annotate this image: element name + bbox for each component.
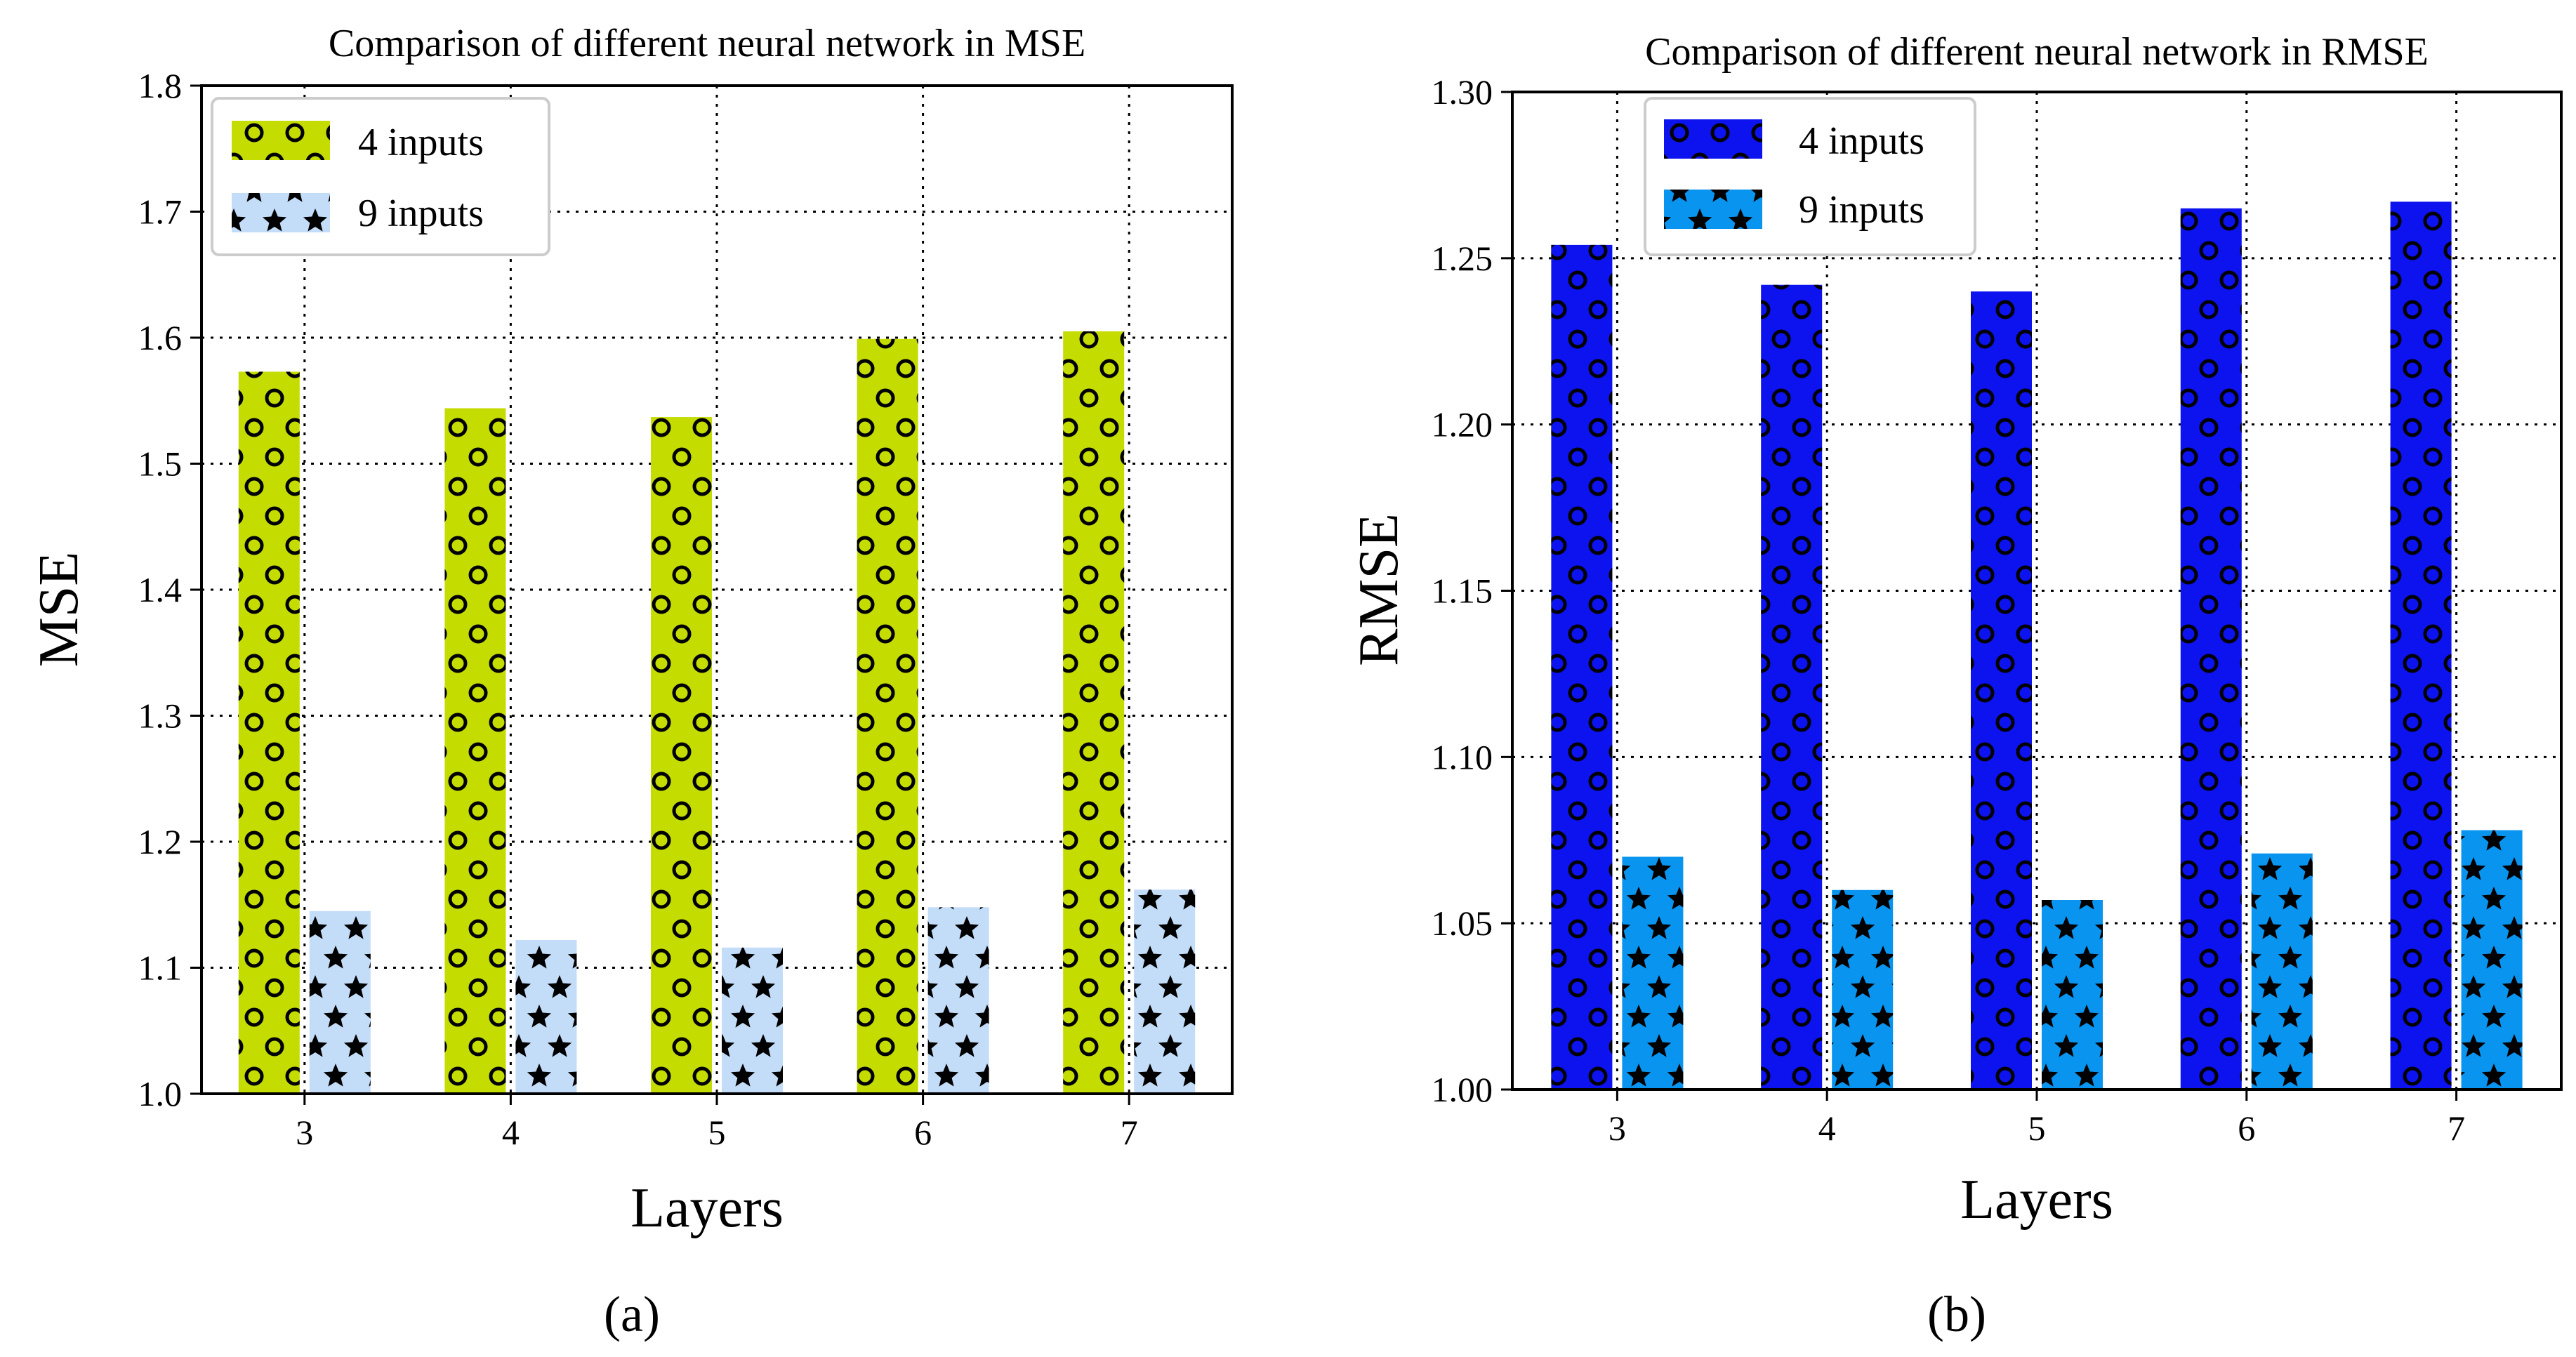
bar-4-inputs-layer-4-hatch: [444, 408, 506, 1094]
y-tick-label: 1.05: [1432, 903, 1493, 943]
subfigure-label-b: (b): [1927, 1286, 1986, 1342]
bar-4-inputs-layer-5-hatch: [651, 417, 712, 1094]
bar-9-inputs-layer-7-hatch: [2461, 830, 2523, 1090]
y-tick-label: 1.5: [138, 444, 183, 484]
x-tick-label: 6: [2238, 1108, 2255, 1148]
x-axis-label-rmse: Layers: [1960, 1169, 2113, 1231]
y-tick-label: 1.30: [1432, 72, 1493, 112]
y-tick-label: 1.1: [138, 948, 183, 988]
x-tick-label: 4: [502, 1113, 520, 1152]
bar-9-inputs-layer-5-hatch: [722, 947, 783, 1094]
y-tick-label: 1.0: [138, 1074, 183, 1113]
legend-rmse: 4 inputs 9 inputs: [1644, 97, 1976, 256]
y-tick-label: 1.6: [138, 318, 183, 357]
chart-rmse: 1.00 1.05 1.10 1.15 1.20 1.25 1.30 3 4 5 6 7 Compar…: [1348, 30, 2563, 1342]
y-tick-label: 1.7: [138, 192, 183, 232]
y-tick-label: 1.2: [138, 822, 183, 861]
bar-9-inputs-layer-4-hatch: [1832, 889, 1894, 1090]
bar-4-inputs-layer-6-hatch: [857, 338, 918, 1094]
x-axis-label-mse: Layers: [630, 1177, 784, 1239]
y-tick-label: 1.25: [1432, 239, 1493, 278]
y-axis-label-mse: MSE: [28, 552, 90, 668]
bar-4-inputs-layer-3-hatch: [1551, 244, 1613, 1090]
bar-9-inputs-layer-6-hatch: [927, 907, 989, 1094]
legend-label-9-inputs: 9 inputs: [1799, 188, 1924, 232]
bar-9-inputs-layer-5-hatch: [2042, 900, 2103, 1090]
x-tick-label: 7: [2448, 1108, 2465, 1148]
bar-4-inputs-layer-7-hatch: [1063, 331, 1125, 1094]
x-tick-label: 3: [1609, 1108, 1626, 1148]
chart-title-rmse: Comparison of different neural network i…: [1645, 30, 2429, 74]
bar-4-inputs-layer-3-hatch: [238, 371, 300, 1094]
x-tick-label: 5: [708, 1113, 726, 1152]
y-tick-label: 1.4: [138, 570, 183, 609]
bar-4-inputs-layer-7-hatch: [2390, 201, 2452, 1090]
plot-area-mse: 1.0 1.1 1.2 1.3 1.4 1.5 1.6 1.7 1.8 3 4 5 6 7: [138, 66, 1234, 1152]
x-tick-label: 5: [2028, 1108, 2046, 1148]
chart-mse: 1.0 1.1 1.2 1.3 1.4 1.5 1.6 1.7 1.8 3 4 5 6 7 Compari…: [28, 22, 1234, 1342]
subfigure-label-a: (a): [604, 1286, 660, 1342]
bar-4-inputs-layer-5-hatch: [1971, 291, 2032, 1090]
x-tick-label: 7: [1121, 1113, 1138, 1152]
x-tick-label: 4: [1818, 1108, 1836, 1148]
bar-9-inputs-layer-7-hatch: [1134, 889, 1196, 1094]
y-tick-label: 1.10: [1432, 737, 1493, 776]
y-tick-label: 1.15: [1432, 571, 1493, 611]
legend-label-4-inputs: 4 inputs: [358, 121, 484, 164]
chart-title-mse: Comparison of different neural network i…: [329, 22, 1085, 65]
legend-label-9-inputs: 9 inputs: [358, 192, 484, 235]
y-tick-label: 1.8: [138, 66, 183, 105]
plot-area-rmse: 1.00 1.05 1.10 1.15 1.20 1.25 1.30 3 4 5 6 7: [1432, 72, 2563, 1148]
bar-9-inputs-layer-4-hatch: [515, 940, 577, 1094]
legend-label-4-inputs: 4 inputs: [1799, 119, 1924, 163]
y-tick-label: 1.00: [1432, 1070, 1493, 1109]
bar-4-inputs-layer-6-hatch: [2180, 208, 2242, 1090]
bar-9-inputs-layer-3-hatch: [1622, 856, 1684, 1090]
y-axis-label-rmse: RMSE: [1348, 513, 1410, 666]
bar-9-inputs-layer-6-hatch: [2251, 853, 2313, 1090]
y-tick-label: 1.20: [1432, 405, 1493, 444]
x-tick-label: 3: [296, 1113, 313, 1152]
bar-4-inputs-layer-4-hatch: [1761, 284, 1823, 1090]
legend-mse: 4 inputs 9 inputs: [211, 97, 550, 256]
bar-9-inputs-layer-3-hatch: [309, 911, 371, 1094]
x-tick-label: 6: [914, 1113, 932, 1152]
y-tick-label: 1.3: [138, 696, 183, 736]
